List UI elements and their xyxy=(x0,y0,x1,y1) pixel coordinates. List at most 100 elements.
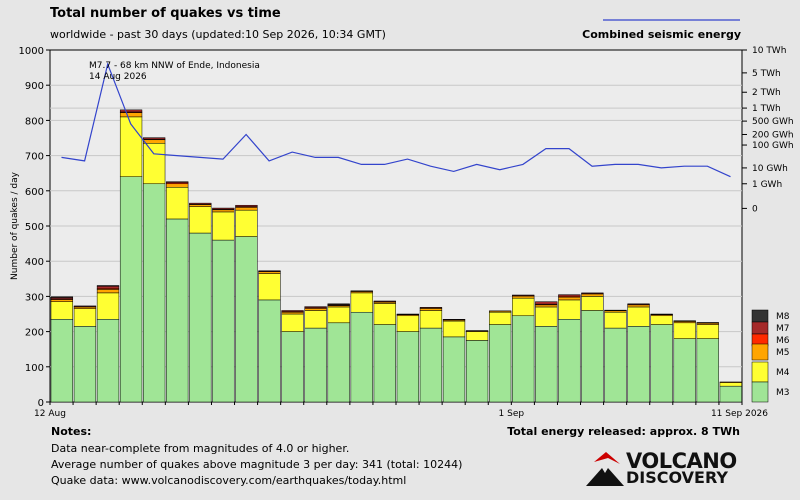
chart-title: Total number of quakes vs time xyxy=(50,6,281,21)
x-tick-label: 11 Sep 2026 xyxy=(711,409,768,419)
bar-segment-m7 xyxy=(189,202,212,205)
bar-segment-m7 xyxy=(73,305,97,307)
bar-segment-m3 xyxy=(650,324,673,403)
bar-segment-m7 xyxy=(304,306,327,308)
bar-segment-m3 xyxy=(96,319,120,403)
bar-segment-m5 xyxy=(719,381,742,383)
bar-segment-m3 xyxy=(465,340,489,403)
grid xyxy=(50,84,742,368)
bar-segment-m5 xyxy=(96,289,120,294)
bar-segment-m7 xyxy=(373,300,396,302)
legend-label-m3: M3 xyxy=(776,388,790,398)
bar-segment-m3 xyxy=(258,299,281,403)
notes-line-2: Average number of quakes above magnitude… xyxy=(51,458,462,471)
bar-segment-m7 xyxy=(512,294,535,296)
bar-segment-m4 xyxy=(419,310,443,329)
bar-segment-m4 xyxy=(96,292,120,320)
volcanodiscovery-logo: VOLCANO DISCOVERY xyxy=(586,450,756,490)
bar-segment-m7 xyxy=(581,292,604,294)
bar-segment-m3 xyxy=(281,331,304,403)
bar-segment-m3 xyxy=(558,319,581,403)
y-axis-label: Number of quakes / day xyxy=(10,171,20,280)
bar-segment-m4 xyxy=(119,116,143,177)
bar-segment-m4 xyxy=(281,313,304,332)
bar-segment-m4 xyxy=(189,206,212,234)
bar-segment-m7 xyxy=(627,303,650,305)
bar-segment-m3 xyxy=(73,326,97,403)
bar-segment-m3 xyxy=(535,326,558,403)
y-tick-label: 800 xyxy=(25,116,44,127)
bar-segment-m3 xyxy=(419,327,443,403)
bar-segment-m5 xyxy=(304,308,327,311)
bar-segment-m3 xyxy=(512,315,535,403)
bar-segment-m5 xyxy=(73,306,97,309)
bar-segment-m3 xyxy=(373,324,396,403)
bar-segment-m3 xyxy=(489,324,512,403)
right-tick-label: 10 TWh xyxy=(752,46,786,56)
y-tick-label: 400 xyxy=(25,257,44,268)
bar-segment-m4 xyxy=(304,310,327,329)
bar-segment-m4 xyxy=(258,273,281,301)
bar-segment-m7 xyxy=(143,137,166,140)
bar-segment-m5 xyxy=(189,204,212,207)
bar-segment-m5 xyxy=(166,183,189,188)
logo-line-2: DISCOVERY xyxy=(626,468,729,487)
bar-segment-m5 xyxy=(512,295,535,299)
bar-segment-m3 xyxy=(604,327,627,403)
y-tick-label: 200 xyxy=(25,328,44,339)
bar-segment-m3 xyxy=(673,338,696,403)
bar-segment-m5 xyxy=(50,299,74,302)
bar-segment-m4 xyxy=(581,296,604,311)
right-tick-label: 500 GWh xyxy=(752,117,794,127)
bar-segment-m7 xyxy=(119,109,143,113)
bar-segment-m3 xyxy=(581,310,604,403)
bar-segment-m4 xyxy=(489,311,512,325)
y-tick-label: 600 xyxy=(25,187,44,198)
bar-segment-m4 xyxy=(235,209,258,237)
bar-segment-m5 xyxy=(212,209,235,213)
bar-segment-m5 xyxy=(627,304,650,308)
bar-segment-m3 xyxy=(235,236,258,403)
right-tick-label: 200 GWh xyxy=(752,130,794,140)
bar-segment-m5 xyxy=(281,311,304,315)
bar-segment-m4 xyxy=(512,297,535,317)
legend-swatch-m7 xyxy=(751,321,769,335)
legend-swatch-m8 xyxy=(751,309,769,323)
bar-segment-m3 xyxy=(304,327,327,403)
bar-segment-m4 xyxy=(143,143,166,185)
bar-segment-m3 xyxy=(189,232,212,403)
energy-line xyxy=(61,62,731,178)
notes-line-1: Data near-complete from magnitudes of 4.… xyxy=(51,442,349,455)
bar-segment-m4 xyxy=(396,315,420,332)
bar-segment-m3 xyxy=(50,319,74,403)
bar-segment-m8 xyxy=(96,285,120,287)
bar-segment-m5 xyxy=(581,293,604,297)
volcano-icon xyxy=(586,452,624,486)
right-tick-label: 10 GWh xyxy=(752,164,788,174)
right-tick-label: 1 GWh xyxy=(752,180,782,190)
bar-segment-m3 xyxy=(212,239,235,403)
y-tick-label: 100 xyxy=(25,363,44,374)
right-tick-label: 1 TWh xyxy=(752,104,781,114)
legend-label-m5: M5 xyxy=(776,348,790,358)
bar-segment-m3 xyxy=(119,176,143,403)
y-tick-label: 500 xyxy=(25,222,44,233)
y-axis-ticks: 0 100 200 300 400 500 600 700 800 900 1000 xyxy=(19,46,50,409)
bar-segment-m5 xyxy=(558,296,581,301)
legend-swatch-m4 xyxy=(751,361,769,383)
bar-segment-m4 xyxy=(650,315,673,325)
bar-segment-m7 xyxy=(166,181,189,183)
bar-segment-m3 xyxy=(396,331,420,403)
bar-segment-m7 xyxy=(419,307,443,309)
bar-segment-m5 xyxy=(235,207,258,211)
legend-swatch-m3 xyxy=(751,381,769,403)
legend-label-m6: M6 xyxy=(776,336,790,346)
bar-segment-m4 xyxy=(604,311,627,329)
bar-segment-m4 xyxy=(696,324,719,339)
bar-segment-m5 xyxy=(419,308,443,311)
bar-segment-m4 xyxy=(166,187,189,220)
y-tick-label: 700 xyxy=(25,152,44,163)
bar-segment-m3 xyxy=(166,218,189,403)
